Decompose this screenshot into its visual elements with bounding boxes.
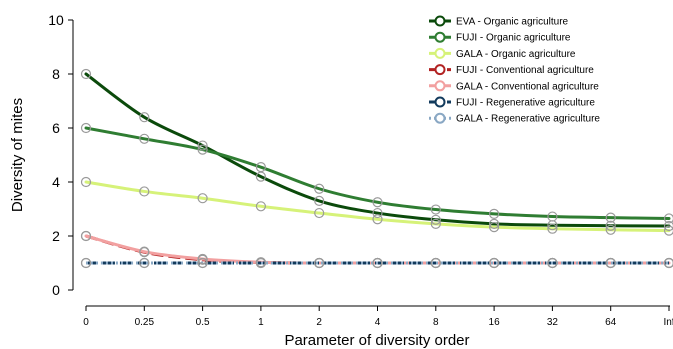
x-tick-label: 4: [375, 317, 381, 328]
data-point: [80, 230, 92, 242]
legend-marker: [434, 112, 446, 124]
series-line-1: [84, 126, 671, 220]
series-lines: [84, 72, 671, 265]
data-point: [197, 193, 208, 204]
legend-label: FUJI - Regenerative agriculture: [456, 98, 595, 109]
data-point: [430, 214, 441, 225]
data-point: [314, 183, 325, 194]
data-point: [430, 257, 441, 269]
legend-marker: [434, 64, 446, 76]
data-point: [80, 122, 92, 134]
x-tick-label: 64: [605, 317, 617, 328]
y-ticks: 0 2 4 6 8 10: [48, 12, 73, 298]
data-point: [139, 133, 150, 144]
legend-label: GALA - Regenerative agriculture: [456, 114, 600, 125]
data-point: [372, 197, 383, 208]
data-point: [663, 257, 673, 269]
data-point: [663, 220, 673, 232]
x-tick-label: 0.5: [196, 317, 210, 328]
x-tick-label: Inf: [663, 317, 673, 328]
x-tick-label: 0.25: [135, 317, 155, 328]
data-point: [547, 211, 558, 222]
data-point: [255, 162, 266, 173]
series-line-0: [84, 72, 671, 228]
x-tick-label: 8: [433, 317, 439, 328]
data-point: [372, 257, 383, 269]
data-point: [80, 257, 92, 269]
data-point: [605, 212, 616, 223]
y-tick-label: 2: [52, 228, 60, 244]
data-point: [605, 220, 616, 231]
data-point: [489, 221, 500, 233]
data-point: [663, 213, 673, 224]
data-point: [197, 257, 208, 269]
data-point: [197, 140, 208, 151]
data-point: [255, 201, 266, 212]
data-point: [430, 218, 441, 229]
legend-label: GALA - Organic agriculture: [456, 49, 576, 60]
data-point: [139, 112, 150, 123]
x-tick-label: 32: [547, 317, 559, 328]
legend-label: GALA - Conventional agriculture: [456, 81, 599, 92]
x-tick-label: 16: [489, 317, 501, 328]
legend-marker: [434, 15, 446, 27]
data-point: [605, 224, 616, 235]
data-point: [139, 246, 150, 257]
y-tick-label: 4: [52, 174, 60, 190]
data-point: [139, 257, 150, 269]
series-points: [80, 68, 673, 269]
x-tick-label: 2: [316, 317, 322, 328]
data-point: [605, 257, 616, 269]
y-axis-title: Diversity of mites: [9, 98, 26, 212]
legend-label: FUJI - Conventional agriculture: [456, 65, 594, 76]
data-point: [139, 186, 150, 197]
data-point: [80, 176, 92, 188]
legend-marker: [434, 31, 446, 43]
data-point: [489, 208, 500, 219]
data-point: [372, 214, 383, 225]
x-tick-label: 1: [258, 317, 264, 328]
y-tick-label: 10: [48, 12, 64, 28]
legend-marker: [434, 47, 446, 59]
x-ticks: 0 0.25 0.5 1 2 4 8 16 32 64 Inf: [83, 306, 673, 328]
data-point: [80, 68, 92, 80]
data-point: [430, 204, 441, 215]
x-tick-label: 0: [83, 317, 89, 328]
legend-marker: [434, 80, 446, 92]
data-point: [547, 223, 558, 234]
legend: EVA - Organic agriculture FUJI - Organic …: [429, 15, 600, 125]
legend-label: FUJI - Organic agriculture: [456, 33, 571, 44]
data-point: [314, 195, 325, 206]
data-point: [197, 144, 208, 155]
data-point: [489, 218, 500, 229]
data-point: [255, 257, 266, 269]
data-point: [314, 207, 325, 219]
y-tick-label: 6: [52, 120, 60, 136]
series-line-2: [84, 180, 671, 233]
legend-label: EVA - Organic agriculture: [456, 17, 569, 28]
data-point: [197, 253, 208, 265]
y-tick-label: 0: [52, 282, 60, 298]
data-point: [663, 225, 673, 236]
data-point: [372, 207, 383, 219]
x-axis-title: Parameter of diversity order: [284, 332, 469, 349]
data-point: [489, 257, 500, 269]
data-point: [314, 257, 325, 269]
legend-marker: [434, 96, 446, 108]
data-point: [547, 257, 558, 269]
y-tick-label: 8: [52, 66, 60, 82]
